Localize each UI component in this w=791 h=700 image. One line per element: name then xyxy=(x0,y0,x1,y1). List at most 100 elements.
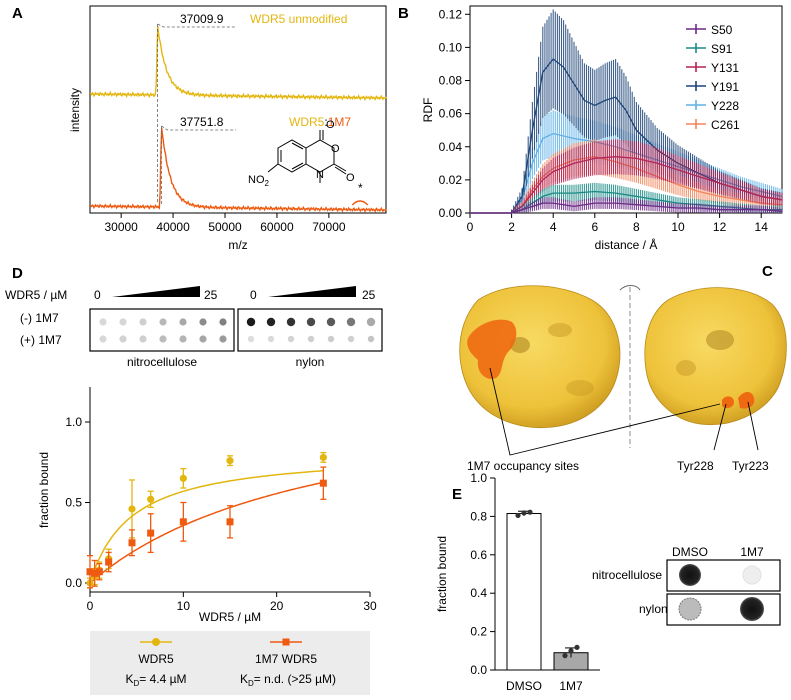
binding-point-1m7 xyxy=(226,518,234,526)
rdf-xlabel: distance / Å xyxy=(595,237,658,252)
rdf-legend-label-c261: C261 xyxy=(711,118,740,132)
blot-spot-nylon-plus xyxy=(367,335,375,343)
kd-sub-2: D xyxy=(248,679,254,688)
rdf-legend-label-y228: Y228 xyxy=(711,99,739,113)
rdf-ytick-label: 0.02 xyxy=(439,173,463,187)
blot-row-minus: (-) 1M7 xyxy=(20,311,59,325)
molecule-o-2: O xyxy=(331,143,340,155)
blot-spot-nc-plus xyxy=(159,335,167,343)
binding-point-wdr5 xyxy=(226,457,234,465)
fit-curve-wdr5 xyxy=(89,469,324,584)
gradient-wedge-left xyxy=(112,286,200,297)
occupancy-callout xyxy=(489,367,721,456)
binding-point-1m7 xyxy=(105,558,113,566)
kd-k-2: K xyxy=(240,672,248,686)
kd-value-1m7: = n.d. (>25 µM) xyxy=(254,672,336,686)
binding-ytick-label: 0.5 xyxy=(65,496,82,510)
rdf-legend-label-s91: S91 xyxy=(711,42,733,56)
no2-base: NO xyxy=(248,174,265,186)
blot-spot-nylon-plus xyxy=(327,335,335,343)
panel-letter-e: E xyxy=(452,486,462,503)
rdf-xtick-label: 14 xyxy=(755,220,769,234)
label-wdr5-1m7: WDR5:1M7 xyxy=(289,115,351,129)
no2-sub: 2 xyxy=(265,179,270,188)
tyr223-label: Tyr223 xyxy=(732,459,769,473)
rdf-line-s50 xyxy=(470,202,783,214)
blot-spot-nylon-minus xyxy=(346,317,356,327)
kd-sub: D xyxy=(133,679,139,688)
mass-spec-chart: intensity m/z 30000 40000 50000 60000 70000 … xyxy=(68,5,387,252)
blot-spot-nc-minus xyxy=(159,318,167,326)
mass-spec-xtick-label: 40000 xyxy=(156,220,190,234)
binding-xlabel: WDR5 / µM xyxy=(199,610,261,624)
label-wdr5-unmodified: WDR5 unmodified xyxy=(250,12,347,26)
blot-e-spot-nc-dmso xyxy=(679,564,701,586)
blot-spot-nylon-plus xyxy=(247,335,255,343)
molecule-no2: NO2 xyxy=(248,174,270,188)
rdf-xtick-label: 0 xyxy=(467,220,474,234)
bar-point-dmso xyxy=(521,510,527,516)
blot-spot-nylon-minus xyxy=(306,317,316,327)
blot-end-right: 25 xyxy=(362,288,376,302)
fit-curve-1m7-wdr5 xyxy=(89,481,324,584)
legend-label-1m7-wdr5: 1M7 WDR5 xyxy=(255,652,317,666)
peak-leader-unmodified xyxy=(157,23,236,28)
rdf-ylabel: RDF xyxy=(421,98,435,123)
panel-letter-a: A xyxy=(12,5,23,22)
rdf-series-s50 xyxy=(470,197,783,214)
blot-start-right: 0 xyxy=(250,288,257,302)
rdf-ytick-label: 0.08 xyxy=(439,74,463,88)
binding-xtick-label: 10 xyxy=(177,599,191,613)
rdf-ytick-label: 0.12 xyxy=(439,7,463,21)
blot-spot-nc-minus xyxy=(199,318,207,326)
blot-start-left: 0 xyxy=(94,288,101,302)
blot-spot-nylon-plus xyxy=(347,335,355,343)
binding-legend-box xyxy=(90,631,370,695)
trace-wdr5-1m7 xyxy=(89,128,387,213)
gradient-wedge-right xyxy=(268,286,356,297)
rdf-line-y131 xyxy=(470,156,783,214)
mass-spec-ylabel: intensity xyxy=(68,88,82,132)
bar-point-1m7 xyxy=(562,653,568,659)
molecule-1m7 xyxy=(267,130,347,183)
bar-ytick-label: 0.6 xyxy=(470,548,487,562)
blot-end-left: 25 xyxy=(204,288,218,302)
molecule-o-3: O xyxy=(346,172,355,184)
rdf-frame xyxy=(469,5,783,214)
blot-spot-nylon-plus xyxy=(267,335,275,343)
bar-point-1m7 xyxy=(574,644,580,650)
blot-spot-nylon-minus xyxy=(366,317,376,327)
bar-point-dmso xyxy=(515,512,521,519)
binding-xtick-label: 20 xyxy=(270,599,284,613)
blot-spot-nc-plus xyxy=(219,335,227,343)
binding-xtick-label: 30 xyxy=(363,599,377,613)
blot-spot-nylon-minus xyxy=(326,317,336,327)
binding-point-1m7 xyxy=(179,518,187,526)
blot-spot-nylon-minus xyxy=(266,317,276,327)
surface-groove-left xyxy=(548,323,572,337)
legend-label-wdr5: WDR5 xyxy=(138,652,174,666)
binding-ytick-label: 0.0 xyxy=(65,576,82,590)
blot-spot-nc-minus xyxy=(139,318,147,326)
rdf-chart: RDF distance / Å 0 2 4 6 8 10 12 14 0.00 0.02 0.04… xyxy=(421,5,783,252)
peak-label-1m7: 37751.8 xyxy=(180,115,224,129)
binding-xtick-label: 0 xyxy=(87,599,94,613)
binding-point-1m7 xyxy=(319,479,327,487)
surface-pocket-right xyxy=(706,330,734,350)
rdf-xtick-label: 12 xyxy=(713,220,727,234)
tyr223-callout xyxy=(747,401,759,451)
blot-e-col-1m7: 1M7 xyxy=(740,545,764,559)
rdf-line-s91 xyxy=(470,190,782,214)
rdf-legend-label-s50: S50 xyxy=(711,23,733,37)
bar-category-dmso: DMSO xyxy=(506,679,542,693)
surface-view-right xyxy=(644,287,787,426)
mass-spec-xtick-label: 50000 xyxy=(208,220,242,234)
blot-spot-nylon-minus xyxy=(286,317,296,327)
binding-ytick-label: 1.0 xyxy=(65,415,82,429)
panel-letter-d: D xyxy=(12,265,23,282)
peak-leader-1m7 xyxy=(161,125,236,131)
blot-e-spot-nylon-dmso xyxy=(678,597,702,621)
tyr228-patch xyxy=(722,396,734,409)
occupancy-label: 1M7 occupancy sites xyxy=(467,459,579,473)
blot-spot-nc-minus xyxy=(179,318,187,326)
